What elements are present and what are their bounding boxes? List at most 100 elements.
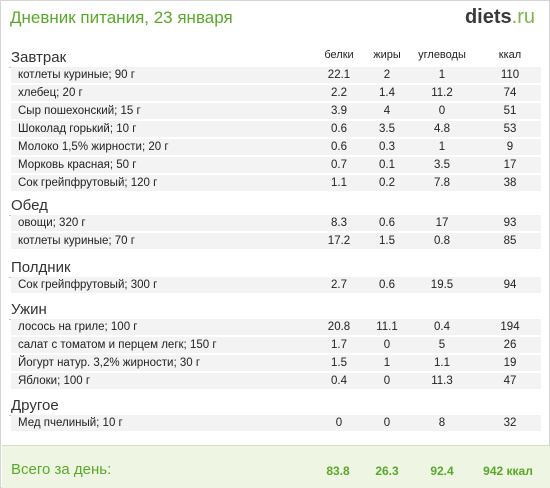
daily-total-fat: 26.3 [375, 464, 399, 478]
protein-value: 2.7 [331, 279, 347, 291]
food-row: Сок грейпфрутовый; 300 г 2.7 0.6 19.5 94 [11, 277, 541, 295]
food-row: Йогурт натур. 3,2% жирности; 30 г 1.5 1 1.1… [11, 355, 541, 373]
kcal-value: 194 [500, 321, 520, 333]
carbs-value: 4.8 [434, 123, 450, 135]
protein-value: 22.1 [327, 69, 351, 81]
fat-value: 1.4 [379, 87, 395, 99]
carbs-value: 0.8 [434, 235, 450, 247]
fat-value: 4 [383, 105, 391, 117]
kcal-value: 51 [503, 105, 517, 117]
fat-value: 0 [383, 375, 391, 387]
meal-title: Ужин [11, 301, 47, 318]
protein-value: 2.2 [331, 87, 347, 99]
food-name: Йогурт натур. 3,2% жирности; 30 г [18, 357, 201, 369]
food-name: котлеты куриные; 70 г [18, 235, 135, 247]
food-name: Сок грейпфрутовый; 120 г [18, 177, 158, 189]
protein-value: 0.7 [331, 159, 347, 171]
meal-title: Завтрак [11, 49, 67, 66]
kcal-value: 47 [503, 375, 517, 387]
fat-value: 0.3 [379, 141, 395, 153]
protein-value: 0.6 [331, 141, 347, 153]
fat-value: 0.6 [379, 279, 395, 291]
food-name: Яблоки; 100 г [18, 375, 91, 387]
carbs-value: 0 [438, 105, 446, 117]
carbs-value: 1 [438, 141, 446, 153]
food-row: котлеты куриные; 90 г 22.1 2 1 110 [11, 67, 541, 85]
food-row: Яблоки; 100 г 0.4 0 11.3 47 [11, 373, 541, 391]
food-row: Сыр пошехонский; 15 г 3.9 4 0 51 [11, 103, 541, 121]
fat-value: 3.5 [379, 123, 395, 135]
food-name: Сок грейпфрутовый; 300 г [18, 279, 158, 291]
column-header-carbs: углеводы [418, 49, 466, 61]
carbs-value: 1.1 [434, 357, 450, 369]
page-title: Дневник питания, 23 января [10, 8, 233, 27]
food-row: Молоко 1,5% жирности; 20 г 0.6 0.3 1 9 [11, 139, 541, 157]
daily-total-carbs: 92.4 [430, 464, 454, 478]
protein-value: 20.8 [327, 321, 351, 333]
meal-title: Другое [11, 397, 59, 414]
food-row: салат с томатом и перцем легк; 150 г 1.7 0… [11, 337, 541, 355]
carbs-value: 19.5 [430, 279, 454, 291]
food-name: котлеты куриные; 90 г [18, 69, 135, 81]
kcal-value: 9 [506, 141, 514, 153]
fat-value: 2 [383, 69, 391, 81]
food-name: лосось на гриле; 100 г [18, 321, 138, 333]
site-logo[interactable]: diets.ru [465, 6, 535, 29]
protein-value: 1.5 [331, 357, 347, 369]
daily-total-bar: Всего за день: 83.8 26.3 92.4 942 ккал [2, 445, 550, 488]
food-row: Морковь красная; 50 г 0.7 0.1 3.5 17 [11, 157, 541, 175]
daily-total-label: Всего за день: [11, 461, 112, 478]
kcal-value: 110 [500, 69, 520, 81]
kcal-value: 17 [503, 159, 517, 171]
column-header-protein: белки [324, 49, 354, 61]
food-name: салат с томатом и перцем легк; 150 г [18, 339, 217, 351]
kcal-value: 85 [503, 235, 517, 247]
food-row: лосось на гриле; 100 г 20.8 11.1 0.4 194 [11, 319, 541, 337]
kcal-value: 26 [503, 339, 517, 351]
food-name: Мед пчелиный; 10 г [18, 417, 123, 429]
meal-title: Обед [11, 197, 48, 214]
kcal-value: 19 [503, 357, 517, 369]
carbs-value: 3.5 [434, 159, 450, 171]
protein-value: 0 [335, 417, 343, 429]
kcal-value: 74 [503, 87, 517, 99]
carbs-value: 17 [435, 217, 449, 229]
protein-value: 17.2 [327, 235, 351, 247]
fat-value: 0.2 [379, 177, 395, 189]
kcal-value: 53 [503, 123, 517, 135]
food-name: Шоколад горький; 10 г [18, 123, 137, 135]
food-name: овощи; 320 г [18, 217, 86, 229]
carbs-value: 11.3 [431, 375, 453, 387]
meal-title: Полдник [11, 259, 71, 276]
food-row: Мед пчелиный; 10 г 0 0 8 32 [11, 415, 541, 433]
food-name: Сыр пошехонский; 15 г [18, 105, 141, 117]
carbs-value: 0.4 [434, 321, 450, 333]
fat-value: 1 [383, 357, 391, 369]
food-row: Шоколад горький; 10 г 0.6 3.5 4.8 53 [11, 121, 541, 139]
food-name: Морковь красная; 50 г [18, 159, 137, 171]
kcal-value: 38 [503, 177, 517, 189]
kcal-value: 93 [503, 217, 517, 229]
carbs-value: 5 [438, 339, 446, 351]
column-header-kcal: ккал [498, 49, 522, 61]
logo-tld-text: .ru [511, 6, 535, 28]
food-name: хлебец; 20 г [18, 87, 83, 99]
carbs-value: 11.2 [431, 87, 453, 99]
carbs-value: 8 [438, 417, 446, 429]
food-row: котлеты куриные; 70 г 17.2 1.5 0.8 85 [11, 233, 541, 251]
food-row: Сок грейпфрутовый; 120 г 1.1 0.2 7.8 38 [11, 175, 541, 193]
fat-value: 1.5 [379, 235, 395, 247]
logo-main-text: diets [464, 6, 512, 28]
daily-total-protein: 83.8 [326, 464, 350, 478]
header: Дневник питания, 23 января diets.ru [1, 1, 549, 35]
protein-value: 1.7 [331, 339, 347, 351]
protein-value: 3.9 [331, 105, 347, 117]
daily-total-kcal: 942 ккал [483, 464, 533, 478]
protein-value: 0.6 [331, 123, 347, 135]
food-row: хлебец; 20 г 2.2 1.4 11.2 74 [11, 85, 541, 103]
kcal-value: 32 [503, 417, 517, 429]
carbs-value: 1 [438, 69, 446, 81]
fat-value: 0.6 [379, 217, 395, 229]
protein-value: 0.4 [331, 375, 347, 387]
